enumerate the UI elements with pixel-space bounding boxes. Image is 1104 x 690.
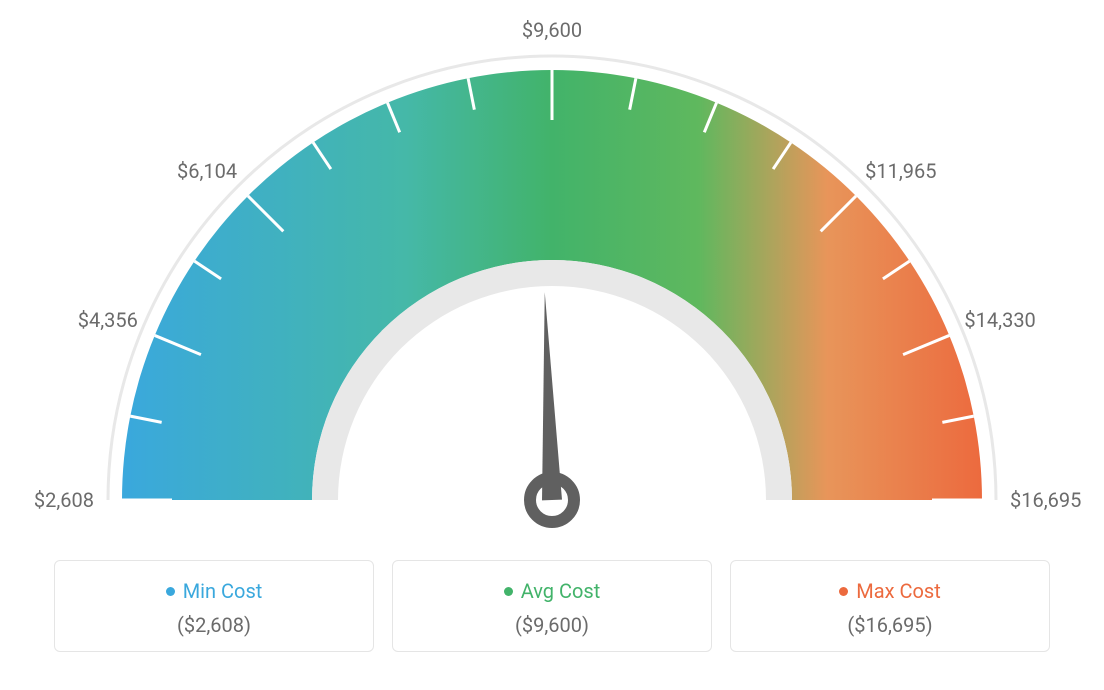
legend-title: Min Cost: [166, 579, 263, 603]
legend-value: ($2,608): [55, 613, 373, 637]
legend-card-avg: Avg Cost ($9,600): [392, 560, 712, 652]
gauge-tick-label: $9,600: [522, 18, 582, 42]
legend-card-min: Min Cost ($2,608): [54, 560, 374, 652]
gauge-tick-label: $11,965: [865, 159, 936, 183]
legend-title: Avg Cost: [504, 579, 601, 603]
legend-dot-icon: [166, 587, 175, 596]
legend-value: ($9,600): [393, 613, 711, 637]
legend-card-max: Max Cost ($16,695): [730, 560, 1050, 652]
gauge-needle: [542, 292, 562, 500]
gauge-chart: $2,608 $4,356 $6,104 $9,600 $11,965 $14,330 $1…: [0, 0, 1104, 540]
legend-value: ($16,695): [731, 613, 1049, 637]
legend-title: Max Cost: [839, 579, 941, 603]
gauge-svg: [0, 0, 1104, 540]
legend-dot-icon: [504, 587, 513, 596]
legend-title-text: Max Cost: [856, 579, 941, 603]
gauge-tick-label: $6,104: [177, 159, 237, 183]
legend-dot-icon: [839, 587, 848, 596]
legend-title-text: Min Cost: [183, 579, 263, 603]
legend-title-text: Avg Cost: [521, 579, 601, 603]
gauge-tick-label: $2,608: [34, 488, 94, 512]
gauge-tick-label: $14,330: [964, 308, 1035, 332]
legend-row: Min Cost ($2,608) Avg Cost ($9,600) Max Cost…: [0, 540, 1104, 652]
gauge-tick-label: $4,356: [78, 308, 138, 332]
gauge-tick-label: $16,695: [1010, 488, 1081, 512]
